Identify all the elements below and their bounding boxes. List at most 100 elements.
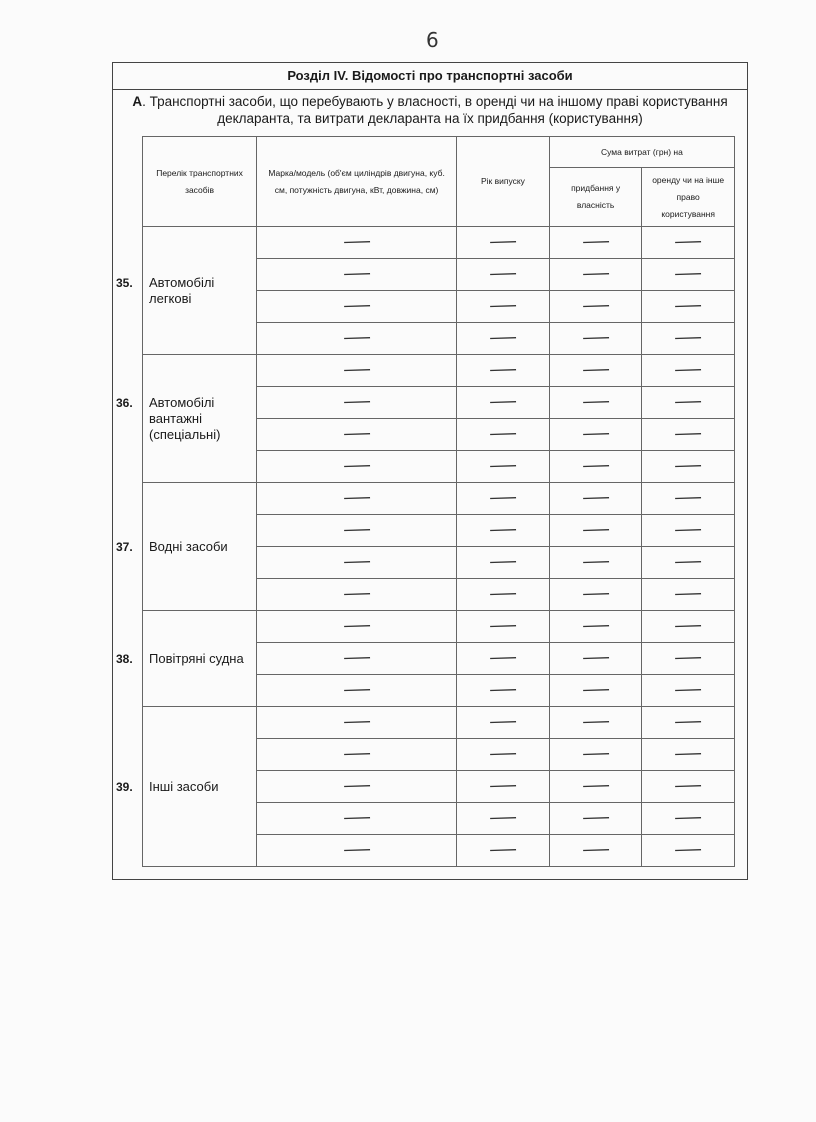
purchase-cell: — (548, 290, 643, 323)
model-cell: — (256, 674, 458, 707)
row-number: 39. (116, 779, 133, 794)
model-cell: — (256, 386, 458, 419)
handwritten-dash: — (341, 486, 372, 508)
rent-cell: — (641, 482, 735, 515)
section-title: Розділ IV. Відомості про транспортні зас… (113, 63, 747, 90)
rent-cell: — (641, 258, 735, 291)
purchase-cell: — (548, 322, 643, 355)
rent-cell: — (641, 674, 735, 707)
row-number: 37. (116, 539, 133, 554)
handwritten-dash: — (341, 454, 372, 476)
table-row: 38. Повітряні судна — — — — (116, 610, 735, 707)
rent-cell: — (641, 386, 735, 419)
table-row: — — — — (143, 546, 735, 579)
category-label: Повітряні судна (149, 650, 244, 666)
table-row: — — — — (143, 834, 735, 867)
handwritten-dash: — (341, 774, 372, 796)
handwritten-dash: — (487, 806, 519, 828)
category-cell: 37. Водні засоби (116, 482, 258, 611)
handwritten-dash: — (487, 294, 519, 316)
handwritten-dash: — (487, 454, 519, 476)
handwritten-dash: — (672, 710, 704, 732)
table-row: — — — — (143, 642, 735, 675)
header-list: Перелік транспортних засобів (141, 136, 258, 227)
model-cell: — (256, 322, 458, 355)
rent-cell: — (641, 642, 735, 675)
purchase-cell: — (548, 802, 643, 835)
year-cell: — (456, 450, 550, 483)
handwritten-dash: — (341, 806, 372, 828)
row-number: 36. (116, 395, 133, 410)
model-cell: — (256, 226, 458, 259)
year-cell: — (456, 738, 550, 771)
handwritten-dash: — (580, 582, 611, 604)
page-number: 6 (426, 28, 439, 52)
rent-cell: — (641, 578, 735, 611)
model-cell: — (256, 770, 458, 803)
handwritten-dash: — (487, 326, 519, 348)
table-row: — — — — (143, 514, 735, 547)
handwritten-dash: — (487, 486, 519, 508)
handwritten-dash: — (487, 422, 519, 444)
category-cell: 35. Автомобілі легкові (116, 226, 258, 355)
handwritten-dash: — (580, 230, 611, 252)
rent-cell: — (641, 226, 735, 259)
handwritten-dash: — (672, 390, 704, 412)
handwritten-dash: — (580, 614, 611, 636)
table-row: — — — — (143, 322, 735, 355)
year-cell: — (456, 834, 550, 867)
handwritten-dash: — (672, 422, 704, 444)
table-row: — — — — (143, 386, 735, 419)
rent-cell: — (641, 546, 735, 579)
handwritten-dash: — (341, 358, 372, 380)
purchase-cell: — (548, 514, 643, 547)
year-cell: — (456, 546, 550, 579)
rent-cell: — (641, 738, 735, 771)
model-cell: — (256, 354, 458, 387)
table-row: — — — — (143, 802, 735, 835)
handwritten-dash: — (580, 486, 611, 508)
category-label: Інші засоби (149, 778, 219, 794)
year-cell: — (456, 482, 550, 515)
purchase-cell: — (548, 258, 643, 291)
rent-cell: — (641, 610, 735, 643)
model-cell: — (256, 450, 458, 483)
model-cell: — (256, 738, 458, 771)
handwritten-dash: — (341, 742, 372, 764)
year-cell: — (456, 354, 550, 387)
handwritten-dash: — (672, 806, 704, 828)
header-year: Рік випуску (456, 136, 550, 227)
handwritten-dash: — (341, 582, 372, 604)
handwritten-dash: — (487, 774, 519, 796)
year-cell: — (456, 578, 550, 611)
row-number: 38. (116, 651, 133, 666)
handwritten-dash: — (580, 326, 611, 348)
handwritten-dash: — (672, 646, 704, 668)
handwritten-dash: — (672, 230, 704, 252)
handwritten-dash: — (341, 294, 372, 316)
handwritten-dash: — (487, 678, 519, 700)
handwritten-dash: — (487, 582, 519, 604)
handwritten-dash: — (580, 806, 611, 828)
handwritten-dash: — (341, 422, 372, 444)
year-cell: — (456, 386, 550, 419)
table-row: 36. Автомобілі вантажні (спеціальні) — — — — (116, 354, 735, 483)
purchase-cell: — (548, 546, 643, 579)
header-sum: Сума витрат (грн) на (548, 136, 736, 168)
subsection-title: А. Транспортні засоби, що перебувають у … (113, 93, 747, 127)
purchase-cell: — (548, 770, 643, 803)
rent-cell: — (641, 354, 735, 387)
handwritten-dash: — (580, 390, 611, 412)
category-label: Автомобілі легкові (149, 274, 215, 306)
handwritten-dash: — (580, 646, 611, 668)
rent-cell: — (641, 450, 735, 483)
handwritten-dash: — (487, 614, 519, 636)
model-cell: — (256, 642, 458, 675)
model-cell: — (256, 258, 458, 291)
purchase-cell: — (548, 418, 643, 451)
model-cell: — (256, 706, 458, 739)
handwritten-dash: — (341, 326, 372, 348)
model-cell: — (256, 514, 458, 547)
subsection-text: . Транспортні засоби, що перебувають у в… (142, 94, 728, 126)
handwritten-dash: — (580, 678, 611, 700)
